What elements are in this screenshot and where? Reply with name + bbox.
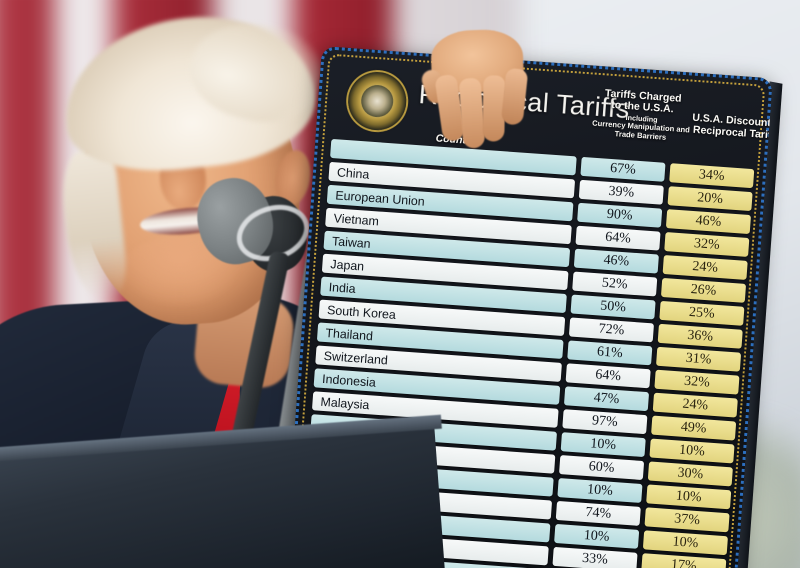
cell-tariff-charged: 47% — [563, 386, 650, 412]
cell-tariff-charged: 46% — [573, 248, 659, 274]
cell-tariff-discounted: 24% — [662, 255, 748, 281]
cell-tariff-discounted: 10% — [649, 438, 735, 464]
cell-tariff-charged: 97% — [562, 409, 648, 435]
finger-4 — [500, 67, 529, 126]
cell-tariff-charged: 74% — [555, 501, 641, 526]
cell-tariff-discounted: 49% — [651, 415, 737, 441]
cell-tariff-discounted: 24% — [652, 392, 738, 418]
cell-tariff-discounted: 31% — [655, 346, 742, 372]
column-header-charged: Tariffs Charged to the U.S.A. Including … — [588, 87, 695, 144]
cell-tariff-discounted: 26% — [660, 278, 747, 304]
cell-tariff-discounted: 20% — [667, 186, 753, 212]
cell-tariff-discounted: 37% — [644, 507, 730, 533]
cell-tariff-discounted: 32% — [654, 369, 740, 395]
cell-tariff-charged: 33% — [552, 546, 638, 568]
cell-tariff-discounted: 30% — [647, 461, 733, 487]
cell-tariff-discounted: 36% — [657, 323, 743, 349]
cell-tariff-charged: 39% — [578, 180, 664, 206]
cell-tariff-charged: 10% — [557, 478, 643, 504]
cell-tariff-discounted: 25% — [659, 301, 745, 327]
cell-tariff-discounted: 17% — [641, 553, 727, 568]
cell-tariff-charged: 61% — [567, 340, 653, 366]
cell-tariff-charged: 64% — [575, 225, 661, 251]
cell-tariff-charged: 90% — [577, 203, 663, 228]
cell-tariff-discounted: 10% — [646, 484, 732, 510]
cell-tariff-charged: 50% — [570, 294, 656, 320]
cell-tariff-discounted: 10% — [642, 530, 728, 556]
cell-tariff-charged: 72% — [568, 317, 654, 343]
cell-tariff-charged: 10% — [554, 523, 640, 549]
cell-tariff-charged: 52% — [572, 271, 658, 297]
cell-tariff-discounted: 46% — [665, 209, 751, 235]
cell-tariff-charged: 10% — [560, 432, 646, 458]
cell-tariff-charged: 64% — [565, 363, 651, 389]
cell-tariff-charged: 60% — [558, 455, 645, 481]
cell-tariff-discounted: 32% — [664, 232, 750, 258]
hand-gripping-board — [416, 28, 540, 149]
